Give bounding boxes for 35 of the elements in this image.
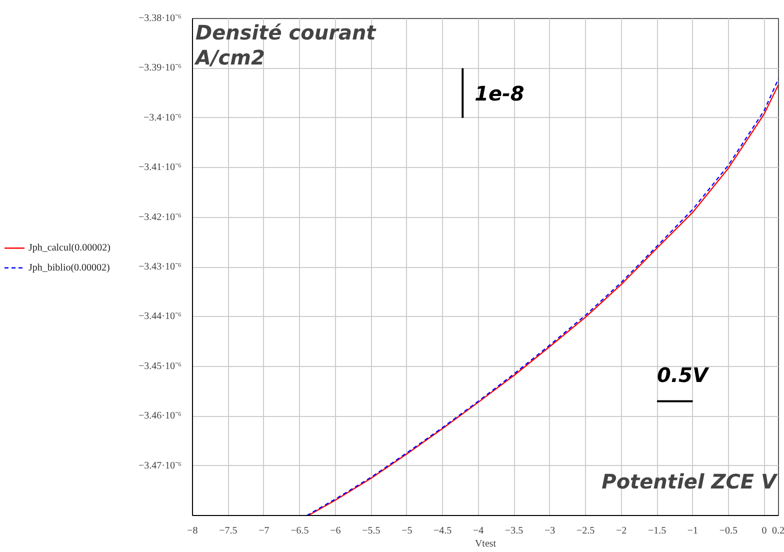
x-tick-label: −1 — [687, 526, 698, 536]
y-tick-label: −3.39·10⁻⁶ — [138, 62, 182, 74]
y-tick-label: −3.43·10⁻⁶ — [138, 262, 182, 272]
y-tick-label: −3.44·10⁻⁶ — [138, 311, 182, 322]
x-tick-label: −1.5 — [648, 526, 666, 536]
x-tick-label: −7.5 — [219, 526, 238, 536]
x-tick-label: −3 — [544, 526, 556, 536]
y-tick-label: −3.42·10⁻⁶ — [138, 212, 182, 223]
x-tick-label: −4.5 — [434, 526, 452, 536]
x-tick-label: 0.2 — [772, 526, 784, 536]
x-tick-label: −5 — [402, 526, 412, 536]
x-tick-label: −6.5 — [290, 526, 309, 536]
x-tick-label: −3.5 — [505, 526, 524, 536]
x-tick-label: −0.5 — [719, 526, 738, 536]
y-tick-label: −3.45·10⁻⁶ — [138, 360, 182, 372]
series-label: 1e-8 — [474, 82, 524, 106]
legend-label: Jph_biblio(0.00002) — [28, 262, 110, 274]
x-tick-label: −5.5 — [362, 526, 380, 536]
x-tick-label: −2 — [616, 526, 627, 536]
x-tick-label: 0 — [762, 526, 767, 536]
x-tick-label: −4 — [473, 526, 484, 536]
x-axis-title: Vtest — [474, 538, 496, 550]
x-tick-label: −7 — [258, 526, 270, 536]
y-tick-label: −3.47·10⁻⁶ — [138, 460, 182, 472]
x-tick-label: −2.5 — [576, 526, 595, 536]
legend-label: Jph_calcul(0.00002) — [28, 242, 110, 254]
x-tick-label: −6 — [330, 526, 341, 536]
x-tick-label: −8 — [187, 526, 198, 536]
y-tick-label: −3.41·10⁻⁶ — [138, 162, 182, 174]
y-tick-label: −3.4·10⁻⁶ — [144, 112, 182, 124]
annotation: Densité courant A/cm2 — [194, 20, 378, 70]
y-tick-label: −3.38·10⁻⁶ — [138, 13, 182, 24]
series-label: 0.5V — [657, 363, 710, 388]
annotation: Potentiel ZCE V — [602, 470, 778, 494]
y-tick-label: −3.46·10⁻⁶ — [138, 410, 182, 422]
